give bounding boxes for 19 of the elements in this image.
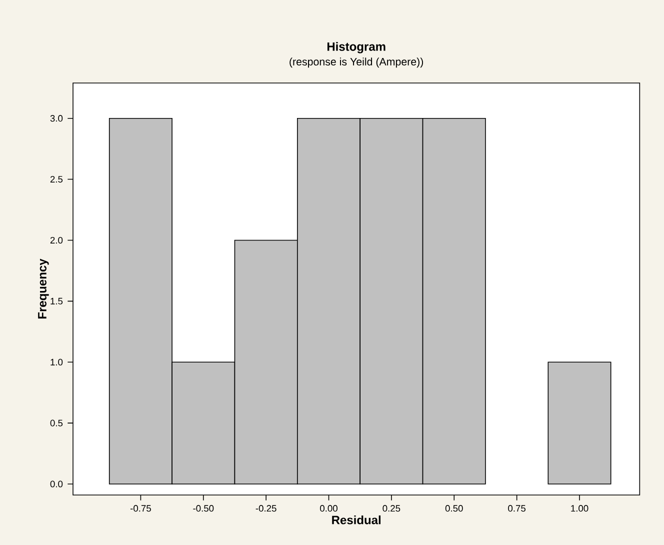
x-tick-label: 0.75 [508, 505, 526, 512]
chart-subtitle: (response is Yeild (Ampere)) [290, 58, 424, 68]
y-tick-label: 3.0 [50, 115, 63, 122]
y-axis-title: Frequency [38, 258, 49, 319]
x-tick-label: -0.75 [130, 505, 151, 512]
y-tick-label: 0.0 [50, 480, 63, 488]
y-tick-label: 2.0 [50, 236, 63, 244]
x-tick-label: 0.50 [445, 505, 463, 512]
x-axis-title: Residual [332, 515, 380, 524]
y-tick-label: 1.5 [50, 298, 63, 304]
y-tick-label: 0.5 [50, 420, 63, 426]
x-tick-label: 1.00 [571, 505, 588, 512]
y-tick-label: 1.0 [50, 358, 63, 366]
y-tick-label: 2.5 [50, 176, 63, 183]
x-tick-label: 0.00 [320, 505, 338, 512]
chart-title: Histogram [327, 42, 386, 54]
x-tick-label: 0.25 [382, 505, 400, 512]
x-tick-label: -0.50 [193, 505, 214, 512]
x-tick-label: -0.25 [256, 505, 276, 512]
